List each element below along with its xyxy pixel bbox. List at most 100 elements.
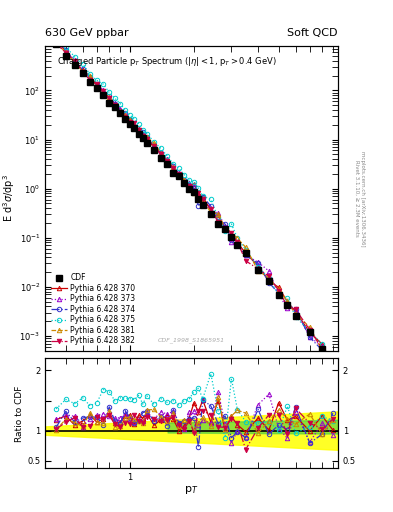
Pythia 6.428 381	[80, 69, 85, 75]
Pythia 6.428 370	[118, 107, 123, 113]
CDF	[216, 221, 220, 227]
Pythia 6.428 370	[293, 308, 298, 314]
Pythia 6.428 381	[216, 211, 220, 217]
Pythia 6.428 375	[176, 165, 181, 172]
Pythia 6.428 375	[285, 295, 290, 301]
Pythia 6.428 370	[171, 166, 176, 172]
CDF	[320, 346, 325, 352]
Text: Charged Particle p$_T$ Spectrum ($|\eta|<1$, p$_T>0.4$ GeV): Charged Particle p$_T$ Spectrum ($|\eta|…	[57, 55, 277, 68]
Pythia 6.428 370	[140, 131, 145, 137]
Pythia 6.428 374	[165, 160, 170, 166]
CDF	[285, 302, 290, 308]
Pythia 6.428 374	[140, 130, 145, 136]
CDF	[171, 169, 176, 176]
Pythia 6.428 370	[276, 284, 281, 290]
CDF	[307, 329, 312, 335]
Pythia 6.428 375	[159, 145, 163, 152]
Pythia 6.428 375	[256, 264, 261, 270]
Pythia 6.428 382	[54, 40, 59, 46]
Pythia 6.428 381	[223, 225, 228, 231]
Pythia 6.428 382	[285, 303, 290, 309]
Pythia 6.428 381	[307, 324, 312, 330]
Pythia 6.428 373	[182, 179, 187, 185]
Pythia 6.428 382	[320, 345, 325, 351]
Pythia 6.428 382	[101, 89, 106, 95]
Pythia 6.428 381	[101, 90, 106, 96]
Pythia 6.428 381	[107, 94, 112, 100]
Pythia 6.428 382	[128, 119, 132, 125]
Pythia 6.428 370	[165, 157, 170, 163]
Pythia 6.428 382	[182, 180, 187, 186]
Line: Pythia 6.428 381: Pythia 6.428 381	[54, 41, 335, 365]
Pythia 6.428 373	[256, 259, 261, 265]
Pythia 6.428 382	[256, 266, 261, 272]
Pythia 6.428 375	[95, 77, 99, 83]
Pythia 6.428 381	[285, 298, 290, 305]
Pythia 6.428 370	[208, 208, 213, 214]
Pythia 6.428 370	[320, 341, 325, 347]
CDF	[243, 250, 248, 256]
Pythia 6.428 381	[144, 134, 149, 140]
Pythia 6.428 382	[229, 230, 234, 237]
Pythia 6.428 370	[307, 329, 312, 335]
Pythia 6.428 374	[144, 134, 149, 140]
Pythia 6.428 370	[331, 362, 335, 369]
Pythia 6.428 375	[171, 161, 176, 167]
Pythia 6.428 382	[235, 239, 240, 245]
Pythia 6.428 373	[229, 239, 234, 245]
Pythia 6.428 370	[63, 48, 68, 54]
Pythia 6.428 381	[112, 102, 117, 109]
Pythia 6.428 375	[235, 235, 240, 241]
Pythia 6.428 381	[256, 268, 261, 274]
Pythia 6.428 382	[171, 165, 176, 171]
Pythia 6.428 373	[331, 364, 335, 370]
Pythia 6.428 370	[235, 240, 240, 246]
Pythia 6.428 370	[159, 151, 163, 157]
Pythia 6.428 373	[140, 132, 145, 138]
Pythia 6.428 373	[95, 80, 99, 87]
Pythia 6.428 370	[223, 225, 228, 231]
Pythia 6.428 374	[256, 260, 261, 266]
Pythia 6.428 375	[107, 90, 112, 96]
Pythia 6.428 374	[176, 170, 181, 177]
Pythia 6.428 375	[243, 247, 248, 253]
Pythia 6.428 375	[266, 275, 271, 282]
Pythia 6.428 370	[182, 179, 187, 185]
Pythia 6.428 375	[293, 314, 298, 320]
Pythia 6.428 382	[159, 152, 163, 158]
Pythia 6.428 370	[243, 250, 248, 257]
Pythia 6.428 374	[63, 47, 68, 53]
Pythia 6.428 374	[54, 39, 59, 46]
Pythia 6.428 375	[128, 112, 132, 118]
CDF	[118, 110, 123, 116]
Pythia 6.428 381	[196, 194, 201, 200]
Pythia 6.428 370	[216, 212, 220, 218]
Pythia 6.428 374	[112, 100, 117, 106]
Pythia 6.428 382	[196, 190, 201, 196]
Pythia 6.428 382	[107, 95, 112, 101]
Pythia 6.428 381	[243, 244, 248, 250]
Pythia 6.428 373	[123, 111, 127, 117]
Pythia 6.428 375	[307, 328, 312, 334]
CDF	[192, 189, 196, 196]
Pythia 6.428 373	[187, 180, 191, 186]
Pythia 6.428 381	[136, 127, 141, 134]
Pythia 6.428 382	[144, 136, 149, 142]
CDF	[80, 70, 85, 76]
CDF	[107, 100, 112, 106]
Pythia 6.428 373	[159, 148, 163, 155]
Pythia 6.428 375	[182, 172, 187, 178]
Pythia 6.428 375	[331, 359, 335, 366]
Pythia 6.428 375	[223, 228, 228, 234]
Pythia 6.428 381	[95, 82, 99, 89]
Pythia 6.428 381	[266, 275, 271, 281]
Pythia 6.428 382	[216, 219, 220, 225]
Pythia 6.428 381	[235, 235, 240, 241]
Pythia 6.428 382	[187, 183, 191, 189]
Pythia 6.428 381	[72, 59, 77, 65]
CDF	[276, 292, 281, 298]
Pythia 6.428 381	[320, 347, 325, 353]
Pythia 6.428 374	[276, 290, 281, 296]
Pythia 6.428 370	[88, 74, 92, 80]
Pythia 6.428 370	[200, 194, 205, 200]
